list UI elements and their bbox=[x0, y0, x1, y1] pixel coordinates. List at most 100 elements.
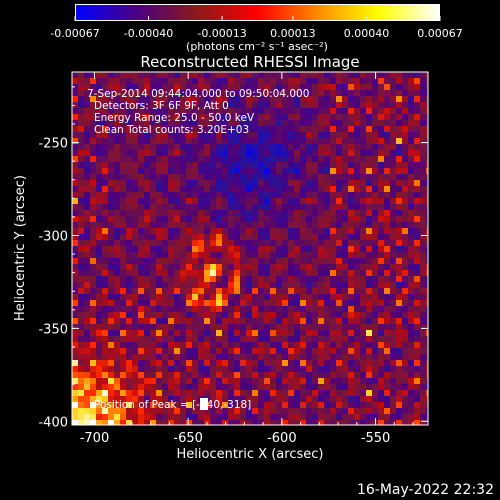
heatmap-cell bbox=[156, 156, 163, 163]
heatmap-cell bbox=[288, 354, 295, 361]
heatmap-cell bbox=[348, 240, 355, 247]
heatmap-cell bbox=[288, 246, 295, 253]
heatmap-cell bbox=[396, 138, 403, 145]
heatmap-cell bbox=[162, 162, 169, 169]
heatmap-cell bbox=[414, 174, 421, 181]
heatmap-cell bbox=[246, 234, 253, 241]
heatmap-cell bbox=[186, 78, 193, 85]
heatmap-cell bbox=[300, 78, 307, 85]
heatmap-cell bbox=[252, 204, 259, 211]
heatmap-cell bbox=[276, 234, 283, 241]
heatmap-cell bbox=[312, 300, 319, 307]
heatmap-cell bbox=[348, 132, 355, 139]
heatmap-cell bbox=[396, 216, 403, 223]
heatmap-cell bbox=[90, 240, 97, 247]
heatmap-cell bbox=[366, 420, 373, 425]
heatmap-cell bbox=[252, 318, 259, 325]
heatmap-cell bbox=[234, 102, 241, 109]
heatmap-cell bbox=[240, 336, 247, 343]
heatmap-cell bbox=[156, 336, 163, 343]
heatmap-cell bbox=[138, 276, 145, 283]
heatmap-cell bbox=[174, 168, 181, 175]
heatmap-cell bbox=[210, 312, 217, 319]
heatmap-cell bbox=[306, 210, 313, 217]
heatmap-cell bbox=[348, 264, 355, 271]
heatmap-cell bbox=[240, 78, 247, 85]
heatmap-cell bbox=[426, 366, 428, 373]
heatmap-cell bbox=[264, 84, 271, 91]
heatmap-cell bbox=[288, 84, 295, 91]
heatmap-cell bbox=[270, 384, 277, 391]
heatmap-cell bbox=[366, 408, 373, 415]
heatmap-cell bbox=[228, 312, 235, 319]
heatmap-cell bbox=[198, 108, 205, 115]
heatmap-cell bbox=[408, 126, 415, 133]
heatmap-cell bbox=[228, 96, 235, 103]
heatmap-cell bbox=[336, 210, 343, 217]
heatmap-cell bbox=[258, 312, 265, 319]
heatmap-cell bbox=[204, 324, 211, 331]
heatmap-cell bbox=[234, 366, 241, 373]
heatmap-cell bbox=[402, 72, 409, 79]
heatmap-cell bbox=[216, 258, 223, 265]
heatmap-cell bbox=[150, 288, 157, 295]
heatmap-cell bbox=[390, 120, 397, 127]
heatmap-cell bbox=[150, 270, 157, 277]
heatmap-cell bbox=[78, 222, 85, 229]
heatmap-cell bbox=[102, 408, 109, 415]
heatmap-cell bbox=[180, 408, 187, 415]
heatmap-cell bbox=[294, 294, 301, 301]
heatmap-cell bbox=[210, 84, 217, 91]
heatmap-cell bbox=[132, 288, 139, 295]
heatmap-cell bbox=[144, 204, 151, 211]
heatmap-cell bbox=[168, 114, 175, 121]
heatmap-cell bbox=[108, 180, 115, 187]
heatmap-cell bbox=[216, 288, 223, 295]
heatmap-cell bbox=[348, 216, 355, 223]
heatmap-cell bbox=[396, 168, 403, 175]
heatmap-cell bbox=[162, 270, 169, 277]
heatmap-cell bbox=[342, 288, 349, 295]
heatmap-cell bbox=[246, 366, 253, 373]
heatmap-cell bbox=[384, 420, 391, 425]
heatmap-cell bbox=[240, 360, 247, 367]
heatmap-cell bbox=[198, 294, 205, 301]
heatmap-cell bbox=[204, 138, 211, 145]
heatmap-cell bbox=[168, 228, 175, 235]
heatmap-cell bbox=[306, 294, 313, 301]
heatmap-cell bbox=[318, 72, 325, 79]
heatmap-cell bbox=[222, 306, 229, 313]
heatmap-cell bbox=[264, 252, 271, 259]
heatmap-cell bbox=[372, 246, 379, 253]
heatmap-cell bbox=[180, 282, 187, 289]
heatmap-cell bbox=[252, 276, 259, 283]
heatmap-cell bbox=[174, 384, 181, 391]
heatmap-cell bbox=[294, 126, 301, 133]
heatmap-cell bbox=[198, 246, 205, 253]
heatmap-cell bbox=[168, 336, 175, 343]
heatmap-cell bbox=[174, 84, 181, 91]
heatmap-cell bbox=[414, 228, 421, 235]
heatmap-cell bbox=[324, 276, 331, 283]
heatmap-cell bbox=[354, 384, 361, 391]
heatmap-cell bbox=[342, 402, 349, 409]
heatmap-cell bbox=[138, 108, 145, 115]
heatmap-cell bbox=[150, 252, 157, 259]
heatmap-cell bbox=[408, 324, 415, 331]
heatmap-cell bbox=[102, 72, 109, 79]
heatmap-cell bbox=[192, 384, 199, 391]
heatmap-cell bbox=[306, 306, 313, 313]
heatmap-cell bbox=[222, 384, 229, 391]
heatmap-cell bbox=[126, 150, 133, 157]
heatmap-cell bbox=[126, 414, 133, 421]
heatmap-cell bbox=[138, 150, 145, 157]
heatmap-cell bbox=[366, 294, 373, 301]
heatmap-cell bbox=[258, 132, 265, 139]
heatmap-cell bbox=[402, 324, 409, 331]
heatmap-cell bbox=[366, 78, 373, 85]
heatmap-cell bbox=[180, 186, 187, 193]
heatmap-cell bbox=[282, 264, 289, 271]
heatmap-cell bbox=[168, 288, 175, 295]
heatmap-cell bbox=[408, 156, 415, 163]
heatmap-cell bbox=[198, 210, 205, 217]
